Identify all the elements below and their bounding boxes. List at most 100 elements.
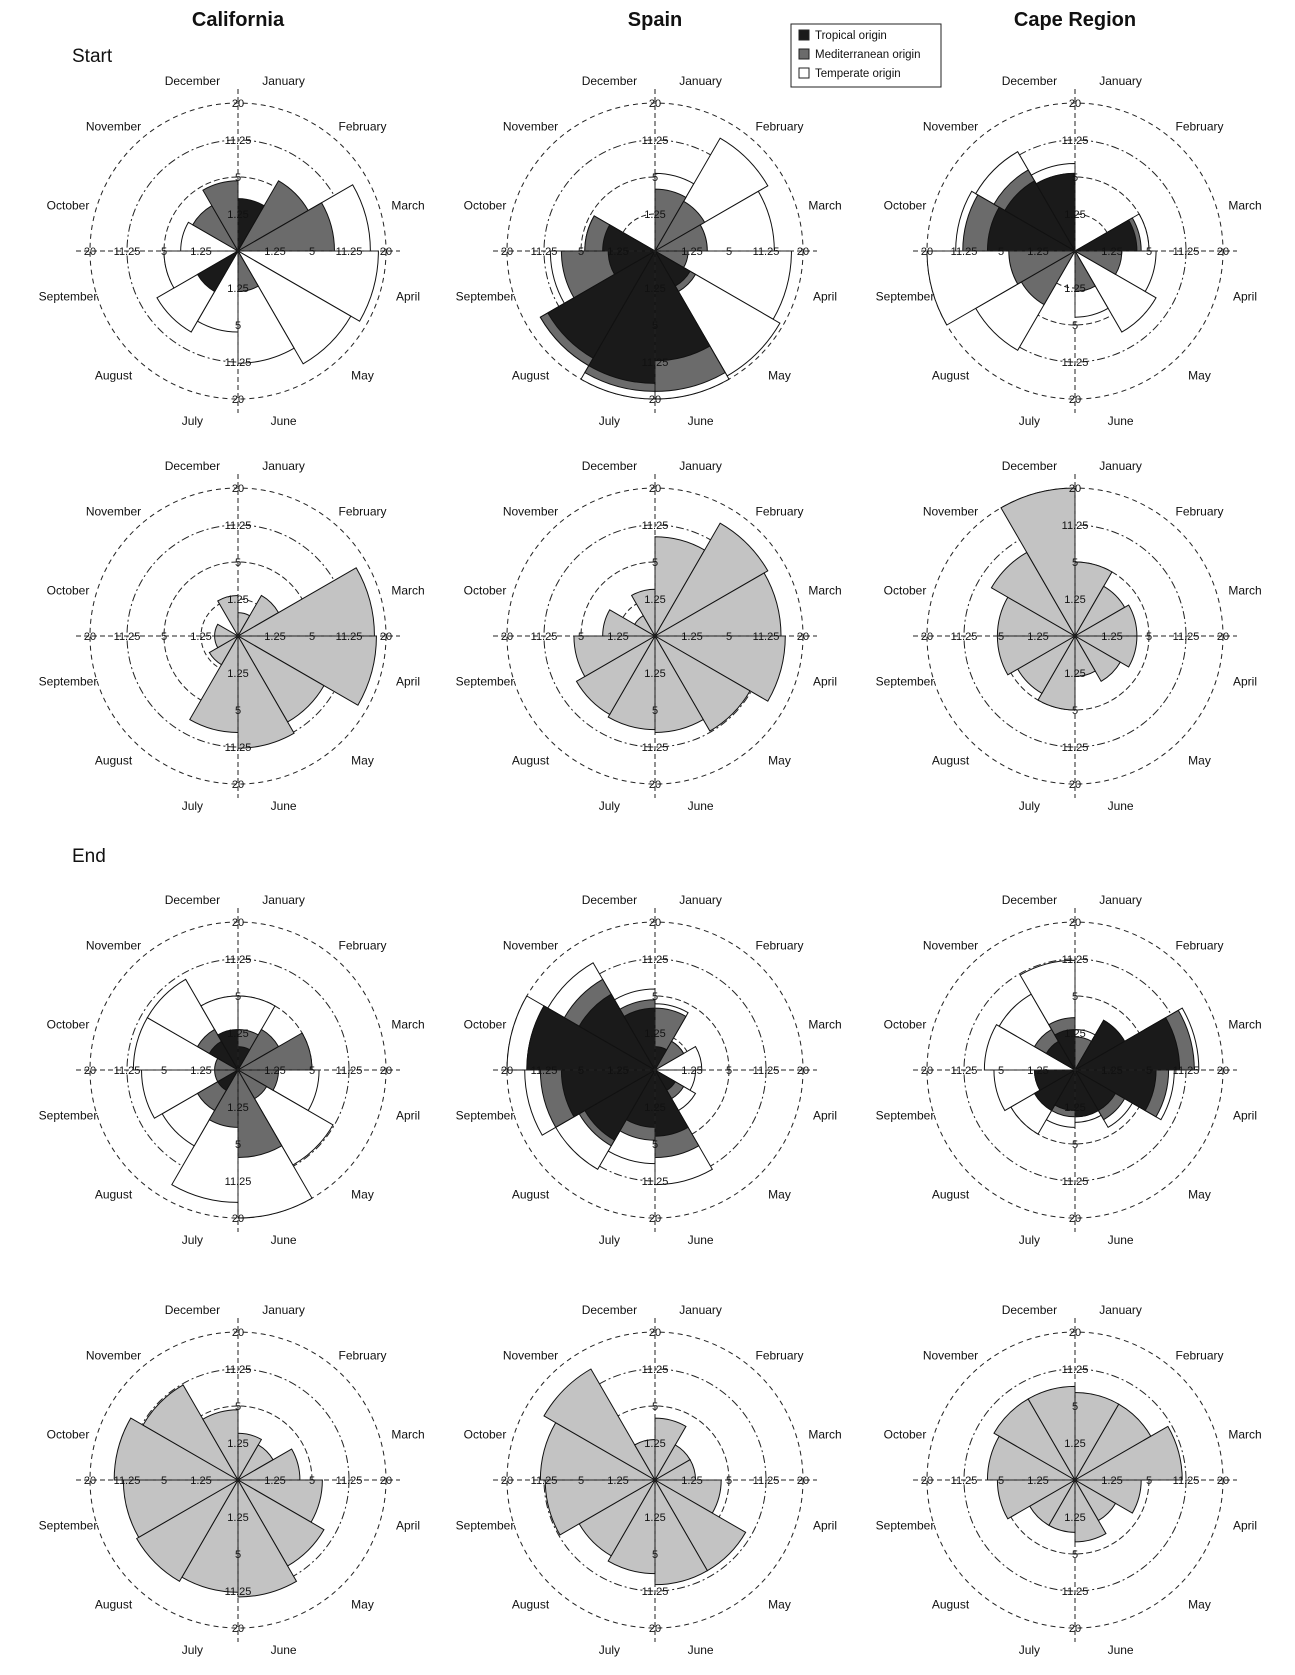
month-label-december: December (582, 1303, 637, 1317)
month-label-december: December (165, 893, 220, 907)
ring-label-right: 20 (1217, 631, 1229, 643)
ring-label-left: 5 (161, 246, 167, 258)
month-label-march: March (1228, 583, 1261, 597)
ring-label-bottom: 5 (1072, 320, 1078, 332)
ring-label-left: 20 (921, 631, 933, 643)
ring-label-bottom: 1.25 (644, 1512, 665, 1524)
wedge-total-august (135, 1478, 240, 1583)
ring-label-top: 20 (1069, 1327, 1081, 1339)
month-label-july: July (599, 1233, 620, 1247)
wedge-tropical-october (602, 224, 657, 252)
ring-label-top: 11.25 (225, 135, 252, 147)
month-label-july: July (599, 414, 620, 428)
ring-label-left: 5 (578, 1475, 584, 1487)
month-label-july: July (599, 799, 620, 813)
ring-label-right: 11.25 (1173, 1065, 1200, 1077)
legend-swatch-temperate (798, 67, 810, 79)
wedge-total-april (1073, 635, 1138, 668)
ring-label-bottom: 11.25 (642, 1176, 669, 1188)
ring-label-right: 1.25 (1101, 631, 1122, 643)
month-label-february: February (1175, 505, 1223, 519)
month-label-december: December (582, 459, 637, 473)
ring-label-top: 1.25 (1064, 594, 1085, 606)
ring-label-top: 1.25 (1064, 1438, 1085, 1450)
month-label-june: June (1108, 414, 1134, 428)
rose-spain-end-total: 1.25 1.25 1.25 1.25 5 5 5 5 11.25 11.25 11.25 11.25… (456, 1303, 842, 1657)
ring-label-left: 20 (84, 246, 96, 258)
ring-label-top: 1.25 (227, 1438, 248, 1450)
ring-label-right: 11.25 (336, 1475, 363, 1487)
wedge-tropical-january (237, 198, 265, 253)
ring-label-right: 20 (380, 631, 392, 643)
month-label-april: April (1233, 290, 1257, 304)
ring-label-top: 11.25 (642, 1364, 669, 1376)
ring-label-top: 1.25 (644, 594, 665, 606)
ring-label-left: 1.25 (1027, 1475, 1048, 1487)
ring-label-left: 5 (578, 246, 584, 258)
ring-label-right: 5 (1146, 246, 1152, 258)
month-label-march: March (808, 1017, 841, 1031)
ring-label-bottom: 11.25 (225, 742, 252, 754)
ring-label-right: 1.25 (1101, 1475, 1122, 1487)
month-label-june: June (271, 1643, 297, 1657)
month-label-september: September (456, 1519, 515, 1533)
month-label-april: April (1233, 675, 1257, 689)
month-label-october: October (47, 1017, 90, 1031)
ring-label-top: 11.25 (642, 954, 669, 966)
ring-label-top: 11.25 (225, 520, 252, 532)
rose-cape-region-end-stacked: 1.25 1.25 1.25 1.25 5 5 5 5 11.25 11.25 11.25 11.25… (876, 893, 1262, 1247)
month-label-august: August (95, 1188, 133, 1202)
ring-label-left: 11.25 (531, 631, 558, 643)
month-label-august: August (512, 1188, 550, 1202)
ring-label-left: 5 (998, 246, 1004, 258)
legend-label-mediterranean: Mediterranean origin (815, 49, 920, 61)
month-label-september: September (876, 1519, 935, 1533)
ring-label-right: 5 (309, 1065, 315, 1077)
wedge-tropical-august (196, 249, 240, 293)
month-label-december: December (1002, 459, 1057, 473)
month-label-may: May (351, 1188, 374, 1202)
wedge-total-may (1073, 634, 1122, 683)
rose-charts: 1.25 1.25 1.25 1.25 5 5 5 5 11.25 11.25 11.25 11.25… (39, 74, 1262, 1657)
ring-label-bottom: 5 (1072, 1139, 1078, 1151)
ring-label-left: 11.25 (114, 631, 141, 643)
wedge-total-may (653, 634, 751, 732)
ring-label-top: 1.25 (644, 1028, 665, 1040)
month-label-july: July (1019, 414, 1040, 428)
ring-label-bottom: 1.25 (1064, 1102, 1085, 1114)
legend-swatch-tropical (798, 29, 810, 41)
month-label-june: June (688, 799, 714, 813)
month-label-march: March (391, 1427, 424, 1441)
legend-label-tropical: Tropical origin (815, 30, 887, 42)
section-title-start: Start (72, 46, 113, 67)
grid-ring-20 (926, 921, 1224, 1219)
wedge-mediterranean-march (653, 224, 708, 252)
wedge-tropical-november (1004, 180, 1077, 253)
ring-label-left: 20 (84, 631, 96, 643)
month-label-april: April (396, 675, 420, 689)
ring-label-bottom: 1.25 (227, 1102, 248, 1114)
ring-label-left: 11.25 (951, 1065, 978, 1077)
month-label-october: October (884, 583, 927, 597)
ring-label-left: 11.25 (114, 1475, 141, 1487)
ring-label-top: 1.25 (1064, 1028, 1085, 1040)
ring-label-right: 20 (1217, 246, 1229, 258)
ring-label-top: 1.25 (644, 209, 665, 221)
rose-california-end-total: 1.25 1.25 1.25 1.25 5 5 5 5 11.25 11.25 11.25 11.25… (39, 1303, 425, 1657)
month-label-february: February (338, 1349, 386, 1363)
month-label-august: August (932, 754, 970, 768)
month-label-january: January (1099, 459, 1142, 473)
ring-label-left: 1.25 (190, 1065, 211, 1077)
grid-ring-20 (89, 921, 387, 1219)
ring-label-left: 11.25 (114, 1065, 141, 1077)
ring-label-bottom: 11.25 (225, 357, 252, 369)
ring-label-right: 20 (797, 246, 809, 258)
ring-label-right: 1.25 (681, 631, 702, 643)
wedge-tropical-november (578, 993, 657, 1072)
month-label-july: July (182, 414, 203, 428)
ring-label-bottom: 20 (649, 394, 661, 406)
ring-label-bottom: 20 (1069, 1623, 1081, 1635)
ring-label-bottom: 1.25 (1064, 668, 1085, 680)
month-label-april: April (396, 1519, 420, 1533)
wedge-temperate-october (983, 1023, 1077, 1071)
